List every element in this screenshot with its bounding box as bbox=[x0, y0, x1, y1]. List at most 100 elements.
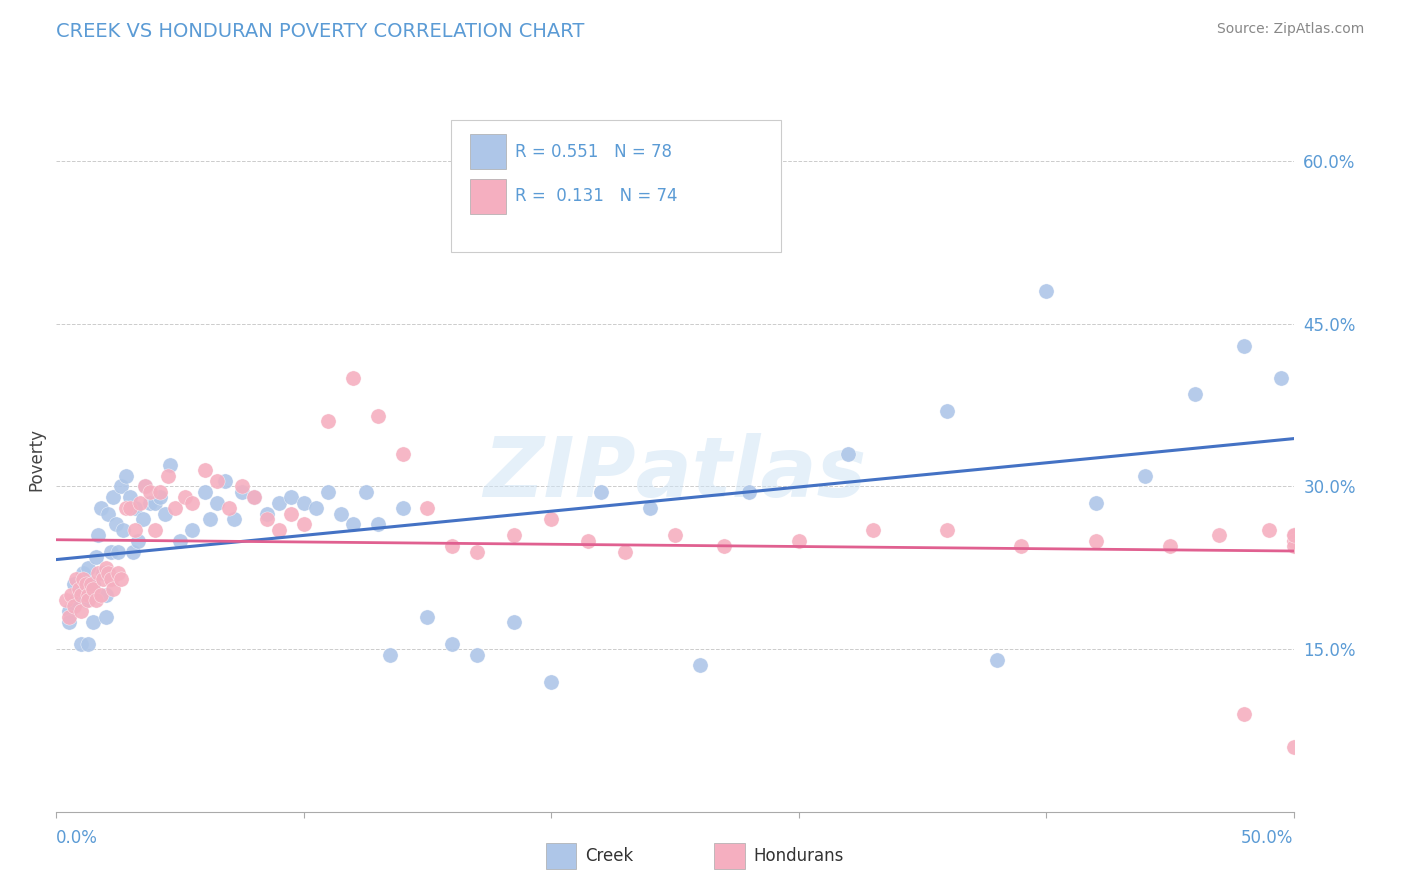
Point bbox=[198, 512, 221, 526]
Point bbox=[87, 528, 110, 542]
Point bbox=[62, 577, 84, 591]
Point bbox=[342, 371, 364, 385]
Point bbox=[1184, 387, 1206, 401]
Point bbox=[589, 484, 612, 499]
Point bbox=[100, 544, 122, 558]
Point bbox=[503, 615, 526, 629]
Point bbox=[87, 566, 110, 581]
Point bbox=[65, 572, 87, 586]
Point bbox=[149, 491, 172, 505]
Point bbox=[149, 484, 172, 499]
Point bbox=[110, 572, 132, 586]
Point bbox=[70, 604, 93, 618]
Point bbox=[129, 496, 152, 510]
Point bbox=[391, 501, 413, 516]
Point bbox=[1282, 533, 1305, 548]
Point bbox=[70, 637, 93, 651]
Point bbox=[159, 458, 181, 472]
Point bbox=[380, 648, 402, 662]
Point bbox=[243, 491, 266, 505]
Point bbox=[194, 463, 217, 477]
Point bbox=[329, 507, 352, 521]
Point bbox=[318, 414, 340, 428]
Point bbox=[862, 523, 884, 537]
Point bbox=[122, 544, 145, 558]
Point bbox=[58, 604, 80, 618]
Point bbox=[70, 582, 93, 597]
Point bbox=[110, 479, 132, 493]
Point bbox=[342, 517, 364, 532]
Point bbox=[65, 593, 87, 607]
Point bbox=[1257, 523, 1279, 537]
Point bbox=[84, 593, 107, 607]
Point bbox=[1159, 539, 1181, 553]
Point bbox=[1282, 528, 1305, 542]
Point bbox=[1282, 539, 1305, 553]
Point bbox=[94, 609, 117, 624]
Point bbox=[97, 566, 120, 581]
Point bbox=[638, 501, 661, 516]
Point bbox=[77, 593, 100, 607]
Point bbox=[231, 484, 253, 499]
Point bbox=[1133, 468, 1156, 483]
Point bbox=[1010, 539, 1032, 553]
Point bbox=[787, 533, 810, 548]
Point bbox=[1282, 739, 1305, 754]
Point bbox=[82, 582, 104, 597]
Point bbox=[367, 409, 389, 423]
Point bbox=[837, 447, 859, 461]
Point bbox=[1233, 707, 1256, 722]
Point bbox=[181, 523, 204, 537]
Point bbox=[1084, 533, 1107, 548]
Point bbox=[114, 468, 136, 483]
Point bbox=[738, 484, 761, 499]
Text: R = 0.551   N = 78: R = 0.551 N = 78 bbox=[515, 143, 672, 161]
Point bbox=[60, 588, 83, 602]
Point bbox=[139, 484, 162, 499]
Point bbox=[318, 484, 340, 499]
Text: Source: ZipAtlas.com: Source: ZipAtlas.com bbox=[1216, 22, 1364, 37]
Point bbox=[614, 544, 637, 558]
Point bbox=[267, 523, 290, 537]
Y-axis label: Poverty: Poverty bbox=[27, 428, 45, 491]
Point bbox=[72, 566, 94, 581]
Point bbox=[97, 507, 120, 521]
Point bbox=[1084, 496, 1107, 510]
Point bbox=[689, 658, 711, 673]
Point bbox=[416, 609, 439, 624]
Point bbox=[936, 403, 959, 417]
Point bbox=[104, 517, 127, 532]
Point bbox=[194, 484, 217, 499]
Point bbox=[94, 588, 117, 602]
Point bbox=[1035, 285, 1057, 299]
Point bbox=[280, 491, 302, 505]
Point bbox=[1282, 528, 1305, 542]
Point bbox=[576, 533, 599, 548]
Point bbox=[1282, 528, 1305, 542]
Point bbox=[75, 593, 97, 607]
Point bbox=[280, 507, 302, 521]
Point bbox=[465, 544, 488, 558]
Text: Creek: Creek bbox=[585, 847, 633, 865]
Point bbox=[134, 479, 156, 493]
Point bbox=[77, 561, 100, 575]
Point bbox=[174, 491, 197, 505]
Point bbox=[120, 501, 142, 516]
Point bbox=[124, 501, 146, 516]
Point bbox=[112, 523, 135, 537]
Text: 0.0%: 0.0% bbox=[56, 830, 98, 847]
Point bbox=[143, 523, 166, 537]
Point bbox=[181, 496, 204, 510]
Point bbox=[70, 588, 93, 602]
Point bbox=[80, 577, 103, 591]
Point bbox=[91, 572, 114, 586]
Point bbox=[1270, 371, 1292, 385]
Point bbox=[540, 512, 562, 526]
Point bbox=[143, 496, 166, 510]
Text: ZIP⁠atlas: ZIP⁠atlas bbox=[484, 433, 866, 514]
Point bbox=[82, 615, 104, 629]
Point bbox=[292, 496, 315, 510]
Text: Hondurans: Hondurans bbox=[754, 847, 844, 865]
Point bbox=[231, 479, 253, 493]
Point bbox=[55, 593, 77, 607]
